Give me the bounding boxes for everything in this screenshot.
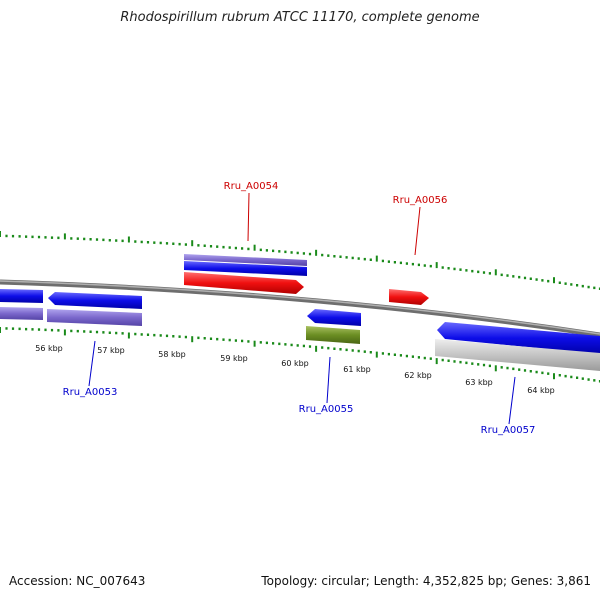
gene-feature-red[interactable] <box>389 289 429 305</box>
gene-label-rru-a0056[interactable]: Rru_A0056 <box>393 195 448 206</box>
scale-label: 64 kbp <box>527 386 555 395</box>
scale-label: 61 kbp <box>343 365 371 374</box>
gene-feature-purple[interactable] <box>0 307 43 320</box>
scale-label: 62 kbp <box>404 371 432 380</box>
gene-rru-a0056[interactable] <box>389 289 429 305</box>
topology-label: Topology: circular; Length: 4,352,825 bp… <box>261 574 591 588</box>
outer-tick-marks <box>0 231 600 290</box>
gene-feature-purple[interactable] <box>184 254 307 266</box>
scale-label: 59 kbp <box>220 354 248 363</box>
gene-feature-blue[interactable] <box>0 289 43 303</box>
gene-feature-blue[interactable] <box>437 322 600 354</box>
gene-label-rru-a0053[interactable]: Rru_A0053 <box>63 387 118 398</box>
gene-label-rru-a0055[interactable]: Rru_A0055 <box>299 404 354 415</box>
leader-line-rru-a0056 <box>414 206 421 256</box>
gene-feature-gray[interactable] <box>435 339 600 371</box>
gene-rru-a0053[interactable] <box>0 289 142 326</box>
inner-tick-marks <box>0 327 600 383</box>
gene-label-rru-a0054[interactable]: Rru_A0054 <box>224 181 279 192</box>
leader-line-rru-a0054 <box>247 192 250 242</box>
map-title: Rhodospirillum rubrum ATCC 11170, comple… <box>120 10 480 25</box>
gene-feature-purple[interactable] <box>47 309 142 326</box>
gene-feature-olive[interactable] <box>306 326 360 344</box>
leader-line-rru-a0057 <box>508 376 516 425</box>
gene-feature-blue[interactable] <box>184 261 307 276</box>
gene-rru-a0055[interactable] <box>306 309 361 344</box>
gene-feature-blue[interactable] <box>48 292 142 309</box>
gene-rru-a0057[interactable] <box>435 322 600 371</box>
scale-label: 56 kbp <box>35 344 63 353</box>
gene-feature-red[interactable] <box>184 272 304 294</box>
genome-backbone-highlight <box>0 280 600 335</box>
genome-backbone <box>0 279 600 338</box>
scale-labels: 56 kbp 57 kbp 58 kbp 59 kbp 60 kbp 61 kb… <box>35 344 555 395</box>
scale-label: 57 kbp <box>97 346 125 355</box>
accession-label: Accession: NC_007643 <box>9 574 146 588</box>
gene-feature-blue[interactable] <box>307 309 361 326</box>
gene-label-rru-a0057[interactable]: Rru_A0057 <box>481 425 536 436</box>
leader-line-rru-a0055 <box>326 356 331 404</box>
scale-label: 63 kbp <box>465 378 493 387</box>
leader-line-rru-a0053 <box>88 340 96 387</box>
scale-label: 60 kbp <box>281 359 309 368</box>
gene-rru-a0054[interactable] <box>184 254 307 294</box>
scale-label: 58 kbp <box>158 350 186 359</box>
